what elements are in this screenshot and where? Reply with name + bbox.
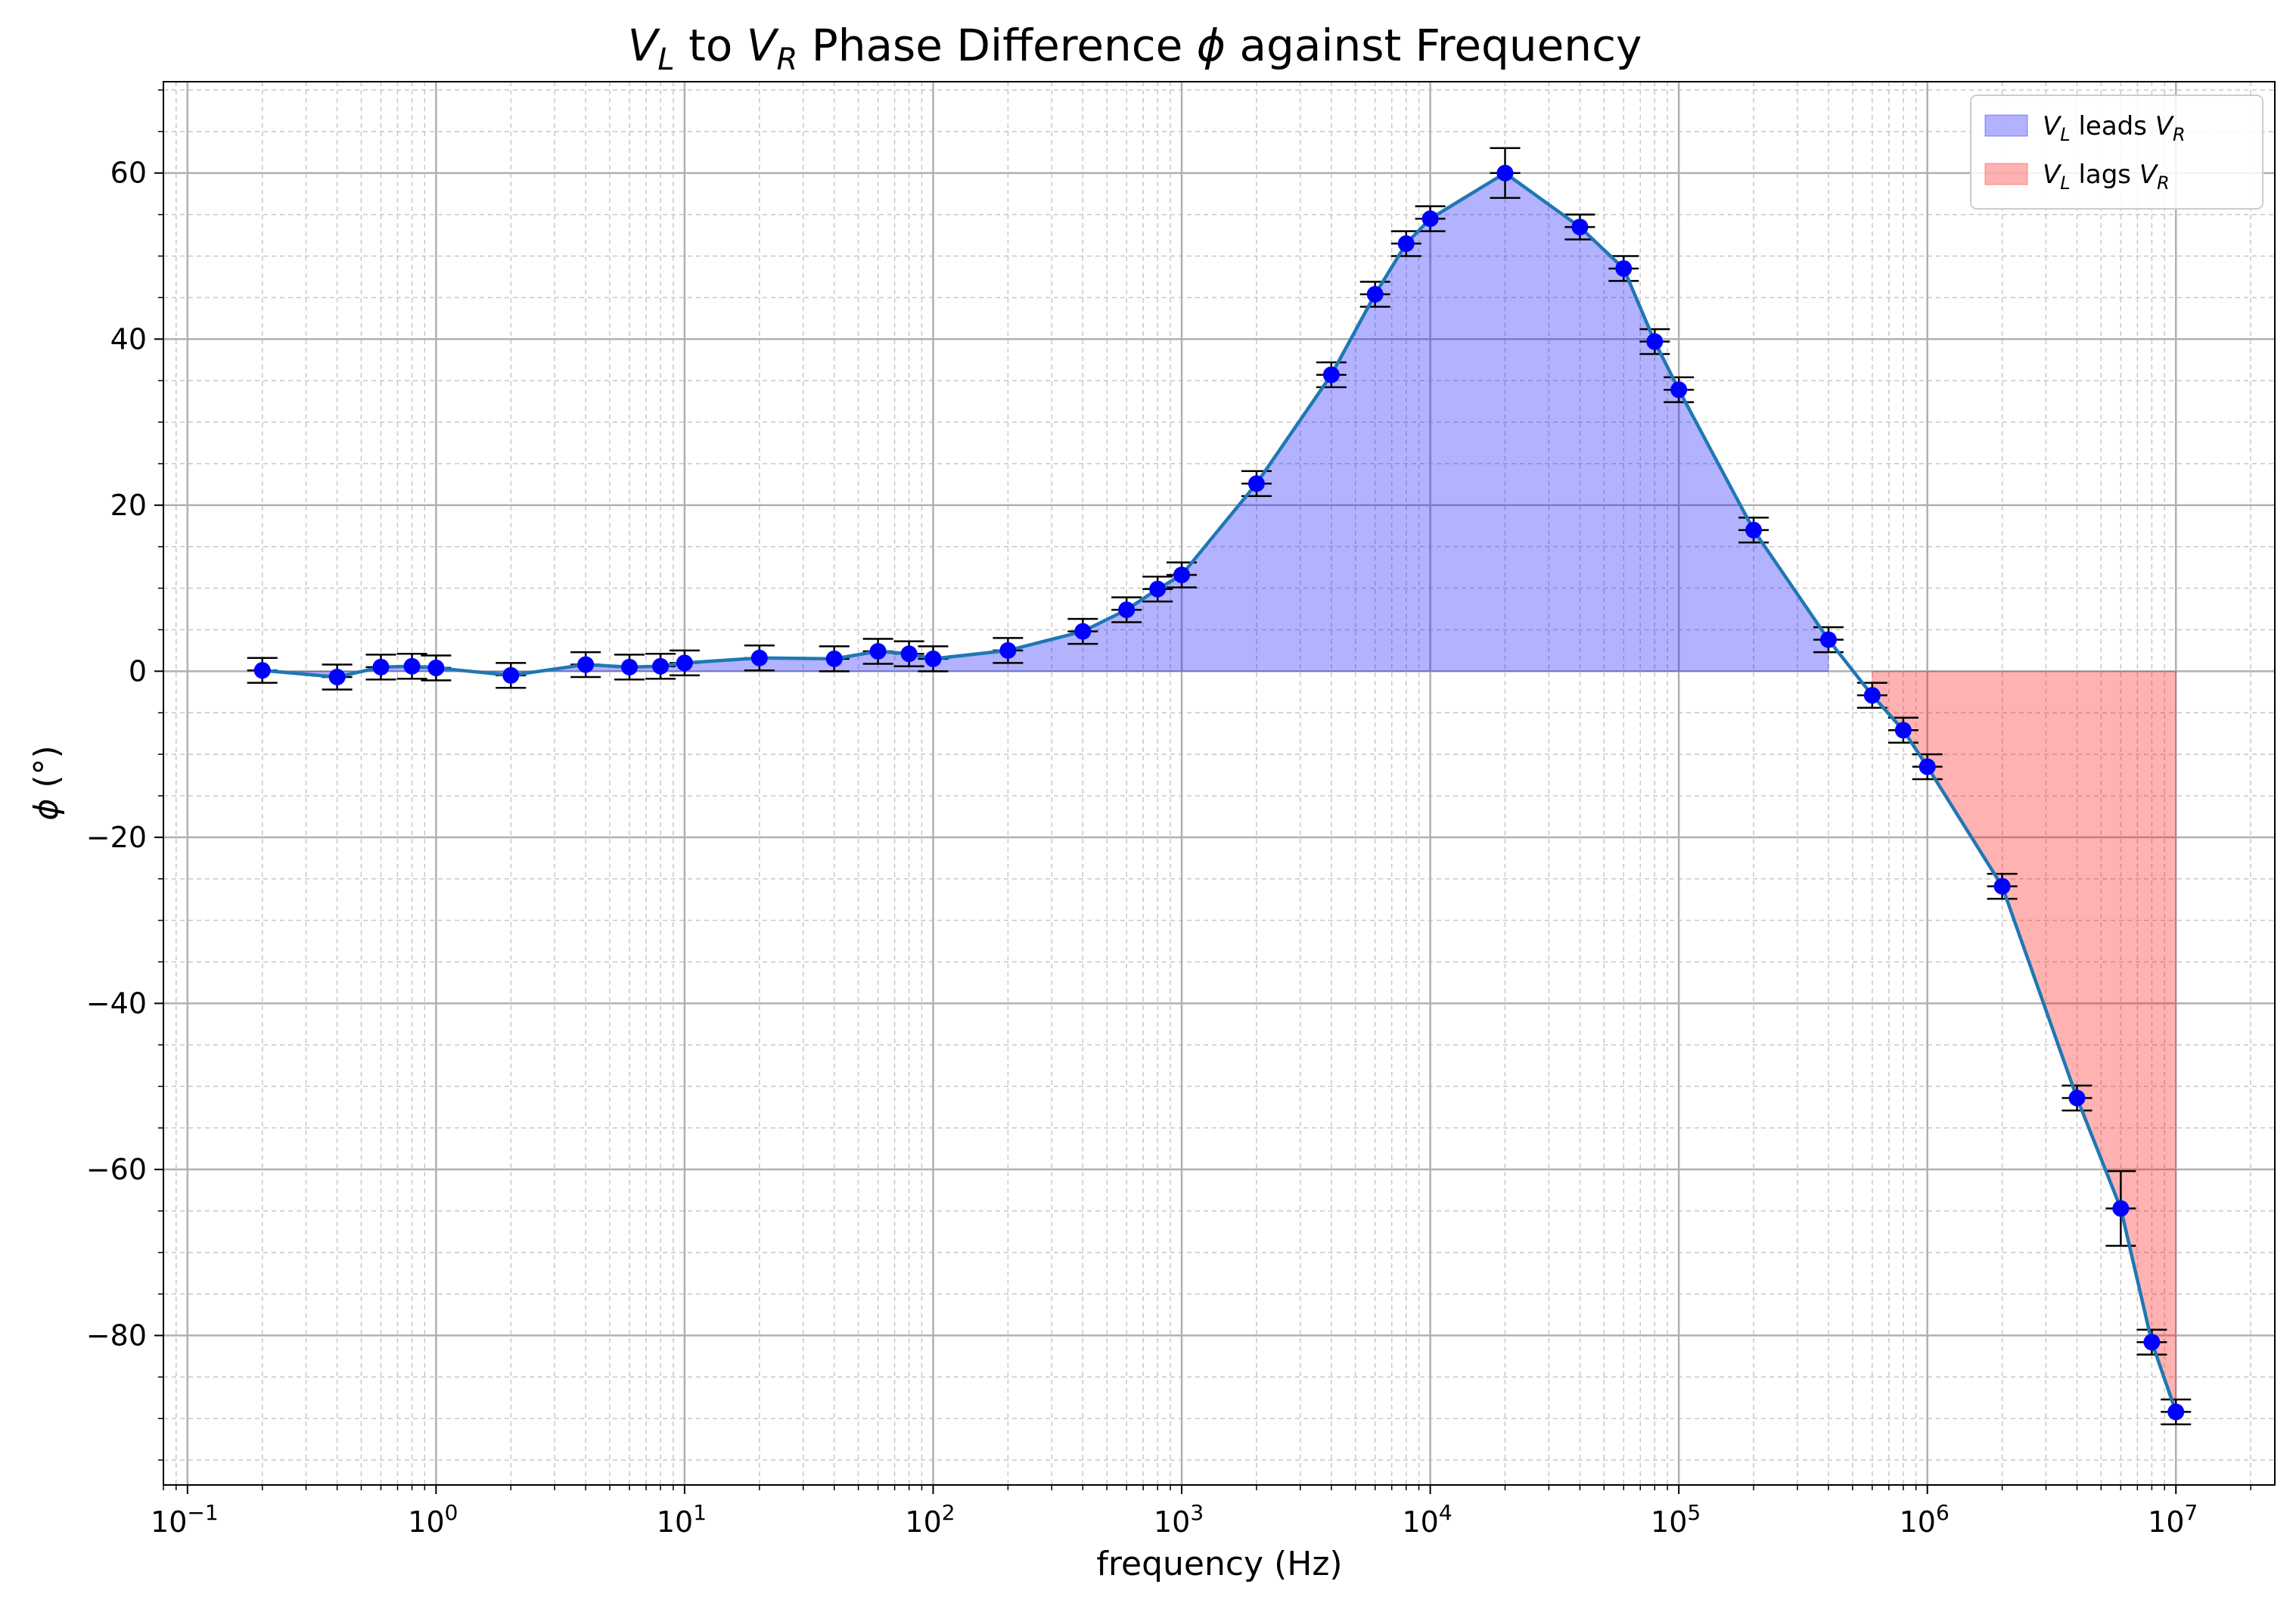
x-tick-label: 104 — [1403, 1500, 1452, 1539]
data-point — [1919, 758, 1936, 775]
y-tick-label: 0 — [129, 654, 147, 688]
data-point — [1863, 687, 1881, 704]
data-point — [1894, 722, 1912, 739]
x-tick-label: 107 — [2148, 1500, 2198, 1539]
data-point — [1646, 333, 1664, 350]
data-point — [1247, 475, 1265, 492]
legend-label-lead: VL leads VR — [2043, 111, 2186, 145]
legend-box — [1970, 95, 2263, 210]
data-point — [652, 657, 670, 675]
y-axis-label: ϕ (°) — [27, 745, 66, 820]
data-point — [502, 666, 520, 684]
series-line-group — [262, 171, 2178, 1413]
data-point — [1670, 381, 1688, 399]
data-point — [2112, 1200, 2130, 1217]
data-point — [1421, 210, 1439, 228]
x-axis-label: frequency (Hz) — [1096, 1545, 1342, 1583]
data-point — [750, 649, 768, 666]
x-tick-label: 106 — [1900, 1500, 1950, 1539]
data-point — [372, 658, 390, 676]
data-point — [1173, 566, 1191, 583]
data-point — [1074, 623, 1092, 640]
y-tick-label: −60 — [86, 1153, 147, 1186]
minor-grid — [163, 82, 2275, 1485]
y-tick-label: −80 — [86, 1319, 147, 1352]
data-point — [2068, 1089, 2086, 1107]
x-tick-label: 100 — [408, 1500, 458, 1539]
data-point — [1366, 285, 1384, 303]
data-point — [1322, 366, 1340, 384]
axis-ticks — [154, 89, 2251, 1494]
y-tick-label: 20 — [110, 489, 147, 522]
data-point — [1496, 164, 1514, 182]
data-point — [1571, 219, 1589, 236]
data-point — [2167, 1403, 2185, 1421]
data-point — [253, 662, 271, 679]
legend-label-lag: VL lags VR — [2043, 160, 2170, 194]
axis-tick-labels: 10−1 100 101 102 103 104 105 106 107 60 40 20 0 −20 −4… — [86, 157, 2198, 1539]
data-markers — [253, 164, 2185, 1421]
data-point — [621, 658, 638, 676]
legend: VL leads VR VL lags VR — [1970, 95, 2263, 210]
data-point — [427, 659, 445, 676]
y-tick-label: −20 — [86, 821, 147, 854]
data-point — [403, 657, 421, 675]
legend-swatch-lead — [1984, 114, 2028, 137]
data-point — [577, 656, 595, 673]
x-tick-label: 102 — [905, 1500, 955, 1539]
data-point — [328, 669, 346, 686]
data-point — [869, 642, 887, 660]
data-point — [1397, 235, 1415, 253]
x-tick-label: 103 — [1154, 1500, 1204, 1539]
plot-frame — [163, 81, 2276, 1486]
data-point — [1149, 580, 1167, 598]
data-point — [2143, 1334, 2161, 1351]
y-tick-label: 60 — [110, 157, 147, 190]
data-point — [924, 650, 942, 667]
x-tick-label: 105 — [1651, 1500, 1701, 1539]
x-tick-label: 10−1 — [151, 1500, 219, 1539]
y-tick-label: 40 — [110, 322, 147, 356]
series-line — [262, 171, 2178, 1413]
data-point — [999, 641, 1017, 659]
data-point — [676, 654, 693, 672]
x-tick-label: 101 — [657, 1500, 707, 1539]
data-point — [1819, 631, 1837, 648]
data-point — [1993, 878, 2011, 895]
data-point — [1745, 521, 1763, 539]
data-point — [1118, 601, 1136, 619]
legend-swatch-lag — [1984, 163, 2028, 185]
data-point — [1615, 259, 1633, 277]
chart-title: VL to VR Phase Difference ϕ against Freq… — [628, 20, 1642, 77]
y-tick-label: −40 — [86, 986, 147, 1020]
data-point — [825, 650, 843, 667]
data-point — [900, 645, 918, 663]
